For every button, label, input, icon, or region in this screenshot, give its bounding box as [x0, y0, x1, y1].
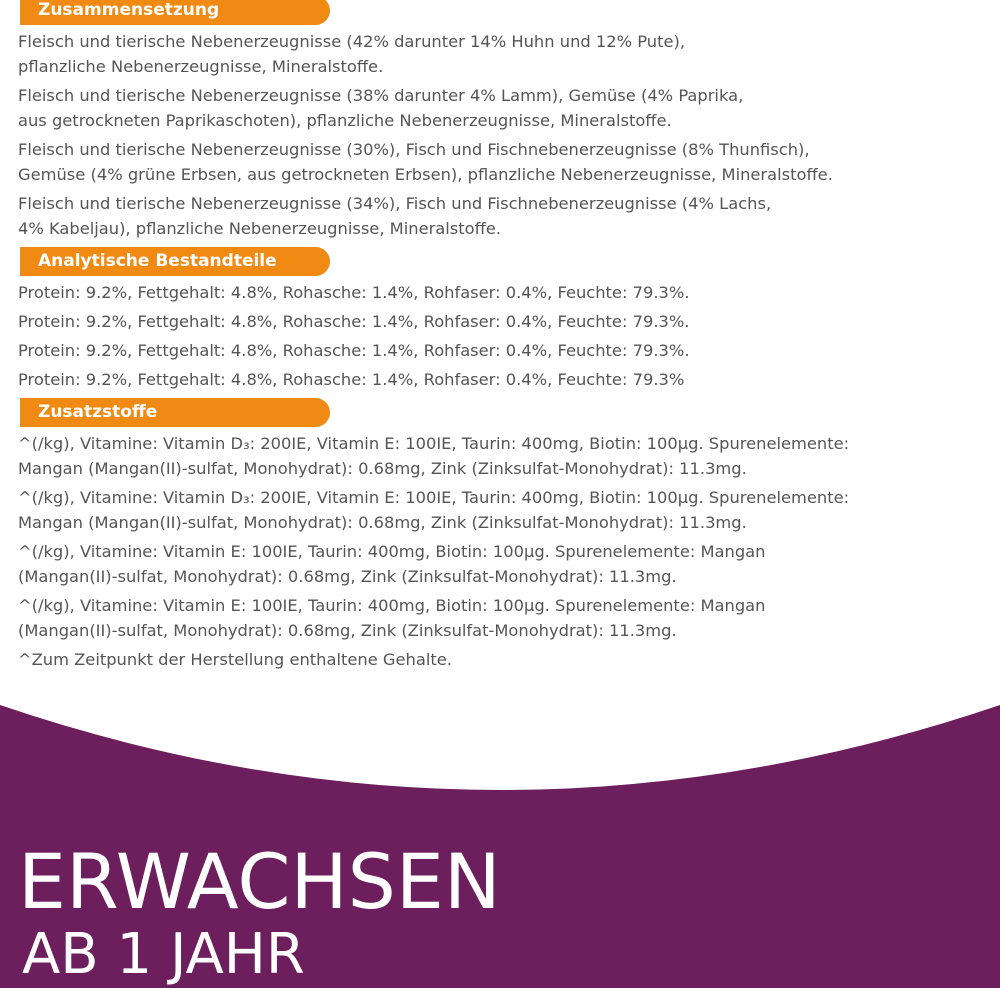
- content: Zusammensetzung Fleisch und tierische Neb…: [0, 0, 1000, 672]
- paragraph: Fleisch und tierische Nebenerzeugnisse (…: [18, 137, 1000, 187]
- text-line: Fleisch und tierische Nebenerzeugnisse (…: [18, 32, 686, 51]
- paragraph: Protein: 9.2%, Fettgehalt: 4.8%, Rohasch…: [18, 338, 1000, 363]
- text-line: (Mangan(II)-sulfat, Monohydrat): 0.68mg,…: [18, 621, 677, 640]
- paragraph: ^(/kg), Vitamine: Vitamin E: 100IE, Taur…: [18, 539, 1000, 589]
- text-line: ^(/kg), Vitamine: Vitamin E: 100IE, Taur…: [18, 542, 766, 561]
- text-line: Gemüse (4% grüne Erbsen, aus getrocknete…: [18, 165, 833, 184]
- text-line: ^(/kg), Vitamine: Vitamin E: 100IE, Taur…: [18, 596, 766, 615]
- text-line: Mangan (Mangan(II)-sulfat, Monohydrat): …: [18, 459, 747, 478]
- text-line: aus getrockneten Paprikaschoten), pflanz…: [18, 111, 672, 130]
- paragraph: Fleisch und tierische Nebenerzeugnisse (…: [18, 83, 1000, 133]
- paragraph: ^(/kg), Vitamine: Vitamin D₃: 200IE, Vit…: [18, 431, 1000, 481]
- banner-title: ERWACHSEN: [18, 837, 501, 926]
- text-line: pflanzliche Nebenerzeugnisse, Mineralsto…: [18, 57, 384, 76]
- section-heading: Zusatzstoffe: [20, 398, 330, 427]
- section-heading: Analytische Bestandteile: [20, 247, 330, 276]
- text-line: Protein: 9.2%, Fettgehalt: 4.8%, Rohasch…: [18, 312, 690, 331]
- paragraph: Protein: 9.2%, Fettgehalt: 4.8%, Rohasch…: [18, 309, 1000, 334]
- text-line: Fleisch und tierische Nebenerzeugnisse (…: [18, 86, 744, 105]
- text-line: Protein: 9.2%, Fettgehalt: 4.8%, Rohasch…: [18, 283, 690, 302]
- text-line: 4% Kabeljau), pflanzliche Nebenerzeugnis…: [18, 219, 502, 238]
- banner-subtitle: AB 1 JAHR: [22, 922, 305, 987]
- section: Zusammensetzung Fleisch und tierische Neb…: [0, 0, 1000, 241]
- paragraph: Protein: 9.2%, Fettgehalt: 4.8%, Rohasch…: [18, 367, 1000, 392]
- text-line: Fleisch und tierische Nebenerzeugnisse (…: [18, 194, 772, 213]
- paragraph: ^(/kg), Vitamine: Vitamin D₃: 200IE, Vit…: [18, 485, 1000, 535]
- section: Analytische Bestandteile Protein: 9.2%, F…: [0, 247, 1000, 392]
- text-line: Protein: 9.2%, Fettgehalt: 4.8%, Rohasch…: [18, 370, 685, 389]
- text-line: Fleisch und tierische Nebenerzeugnisse (…: [18, 140, 810, 159]
- text-line: ^Zum Zeitpunkt der Herstellung enthalten…: [18, 650, 452, 669]
- text-line: ^(/kg), Vitamine: Vitamin D₃: 200IE, Vit…: [18, 434, 850, 453]
- text-line: Mangan (Mangan(II)-sulfat, Monohydrat): …: [18, 513, 747, 532]
- paragraph: ^(/kg), Vitamine: Vitamin E: 100IE, Taur…: [18, 593, 1000, 643]
- text-line: (Mangan(II)-sulfat, Monohydrat): 0.68mg,…: [18, 567, 677, 586]
- paragraph: Protein: 9.2%, Fettgehalt: 4.8%, Rohasch…: [18, 280, 1000, 305]
- paragraph: Fleisch und tierische Nebenerzeugnisse (…: [18, 191, 1000, 241]
- section: Zusatzstoffe ^(/kg), Vitamine: Vitamin D₃…: [0, 398, 1000, 672]
- section-heading: Zusammensetzung: [20, 0, 330, 25]
- paragraph: Fleisch und tierische Nebenerzeugnisse (…: [18, 29, 1000, 79]
- purple-curve: [0, 705, 1000, 988]
- text-line: Protein: 9.2%, Fettgehalt: 4.8%, Rohasch…: [18, 341, 690, 360]
- text-line: ^(/kg), Vitamine: Vitamin D₃: 200IE, Vit…: [18, 488, 850, 507]
- paragraph: ^Zum Zeitpunkt der Herstellung enthalten…: [18, 647, 1000, 672]
